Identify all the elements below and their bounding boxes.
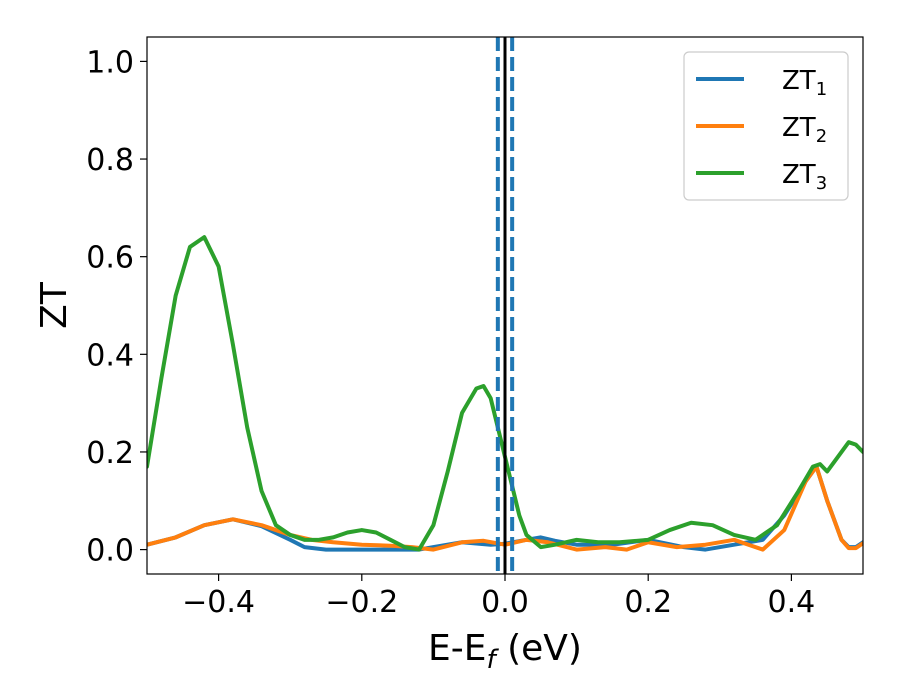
legend-label-2: ZT2	[782, 113, 827, 147]
y-axis-ticks: 0.0 0.2 0.4 0.6 0.8 1.0	[86, 45, 147, 569]
x-axis-label-tail: (eV)	[496, 628, 582, 669]
y-axis-label: ZT	[34, 281, 75, 329]
legend: ZT1 ZT2 ZT3	[683, 51, 849, 201]
x-tick-label: −0.2	[325, 585, 398, 620]
y-tick-label: 0.0	[86, 534, 134, 569]
y-tick-label: 0.8	[86, 143, 134, 178]
x-tick-label: 0.0	[481, 585, 529, 620]
x-tick-label: 0.2	[624, 585, 672, 620]
legend-label-3: ZT3	[782, 160, 827, 194]
y-tick-label: 0.6	[86, 241, 134, 276]
y-tick-label: 0.2	[86, 436, 134, 471]
x-axis-ticks: −0.4 −0.2 0.0 0.2 0.4	[182, 574, 815, 620]
legend-label-1: ZT1	[782, 66, 827, 100]
y-tick-label: 1.0	[86, 45, 134, 80]
y-tick-label: 0.4	[86, 338, 134, 373]
plot-area	[147, 37, 863, 574]
x-tick-label: −0.4	[182, 585, 255, 620]
x-axis-label-main: E-E	[428, 628, 486, 669]
legend-box	[683, 51, 849, 201]
x-tick-label: 0.4	[768, 585, 816, 620]
series-line-3	[147, 235, 863, 552]
x-axis-label: E-Ef (eV)	[428, 628, 582, 675]
